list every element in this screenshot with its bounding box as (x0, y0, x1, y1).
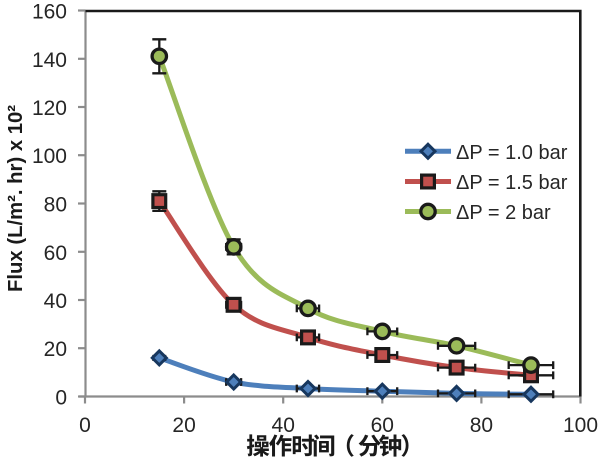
svg-text:100: 100 (32, 145, 67, 168)
svg-text:0: 0 (79, 414, 91, 437)
svg-text:Flux (L/m². hr) x 10²: Flux (L/m². hr) x 10² (5, 105, 27, 292)
svg-text:ΔP = 1.5 bar: ΔP = 1.5 bar (456, 172, 568, 194)
svg-text:20: 20 (44, 338, 67, 361)
svg-text:120: 120 (32, 97, 67, 120)
svg-text:80: 80 (470, 414, 493, 437)
svg-text:ΔP = 2 bar: ΔP = 2 bar (456, 202, 551, 224)
svg-text:100: 100 (563, 414, 598, 437)
svg-text:20: 20 (172, 414, 195, 437)
svg-text:40: 40 (272, 414, 295, 437)
svg-text:60: 60 (44, 242, 67, 265)
svg-text:ΔP = 1.0 bar: ΔP = 1.0 bar (456, 142, 568, 164)
svg-text:0: 0 (55, 387, 67, 410)
svg-text:40: 40 (44, 290, 67, 313)
svg-text:160: 160 (32, 1, 67, 24)
svg-text:60: 60 (371, 414, 394, 437)
svg-text:80: 80 (44, 194, 67, 217)
svg-text:140: 140 (32, 49, 67, 72)
